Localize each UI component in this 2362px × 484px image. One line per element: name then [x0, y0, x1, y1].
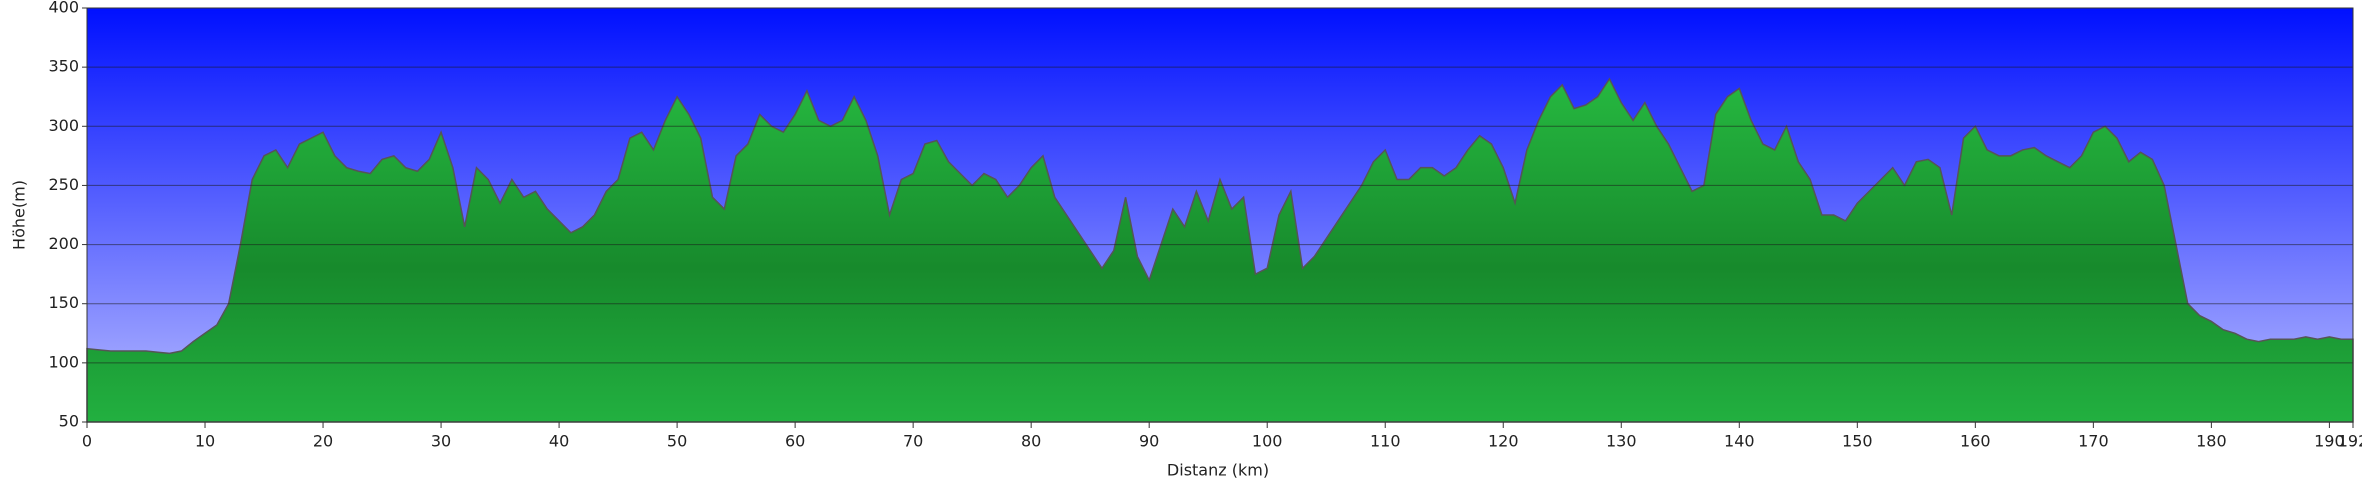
- x-tick-label: 60: [785, 432, 805, 451]
- y-tick-label: 300: [48, 116, 79, 135]
- y-tick-label: 150: [48, 293, 79, 312]
- x-tick-label: 80: [1021, 432, 1041, 451]
- x-tick-label: 160: [1960, 432, 1991, 451]
- y-tick-label: 200: [48, 234, 79, 253]
- x-tick-label: 90: [1139, 432, 1159, 451]
- y-tick-label: 350: [48, 57, 79, 76]
- x-tick-label: 50: [667, 432, 687, 451]
- y-tick-label: 400: [48, 0, 79, 17]
- x-tick-label: 30: [431, 432, 451, 451]
- x-tick-label: 100: [1252, 432, 1283, 451]
- x-tick-label: 120: [1488, 432, 1519, 451]
- x-tick-label: 170: [2078, 432, 2109, 451]
- elevation-area: [86, 77, 2354, 423]
- y-tick-label: 50: [59, 412, 79, 431]
- x-tick-label: 10: [195, 432, 215, 451]
- x-tick-label: 0: [82, 432, 92, 451]
- x-tick-label: 110: [1370, 432, 1401, 451]
- x-tick-label: 20: [313, 432, 333, 451]
- x-tick-label: 180: [2196, 432, 2227, 451]
- x-tick-label: 150: [1842, 432, 1873, 451]
- y-tick-label: 250: [48, 175, 79, 194]
- y-tick-label: 100: [48, 352, 79, 371]
- x-axis-title: Distanz (km): [1167, 461, 1269, 480]
- x-tick-label: 192: [2338, 432, 2362, 451]
- x-tick-label: 140: [1724, 432, 1755, 451]
- x-tick-label: 70: [903, 432, 923, 451]
- x-tick-label: 40: [549, 432, 569, 451]
- x-tick-label: 130: [1606, 432, 1637, 451]
- x-tick-label: 190: [2314, 432, 2345, 451]
- plot-frame: [86, 7, 2354, 423]
- y-axis-title: Höhe(m): [10, 180, 29, 250]
